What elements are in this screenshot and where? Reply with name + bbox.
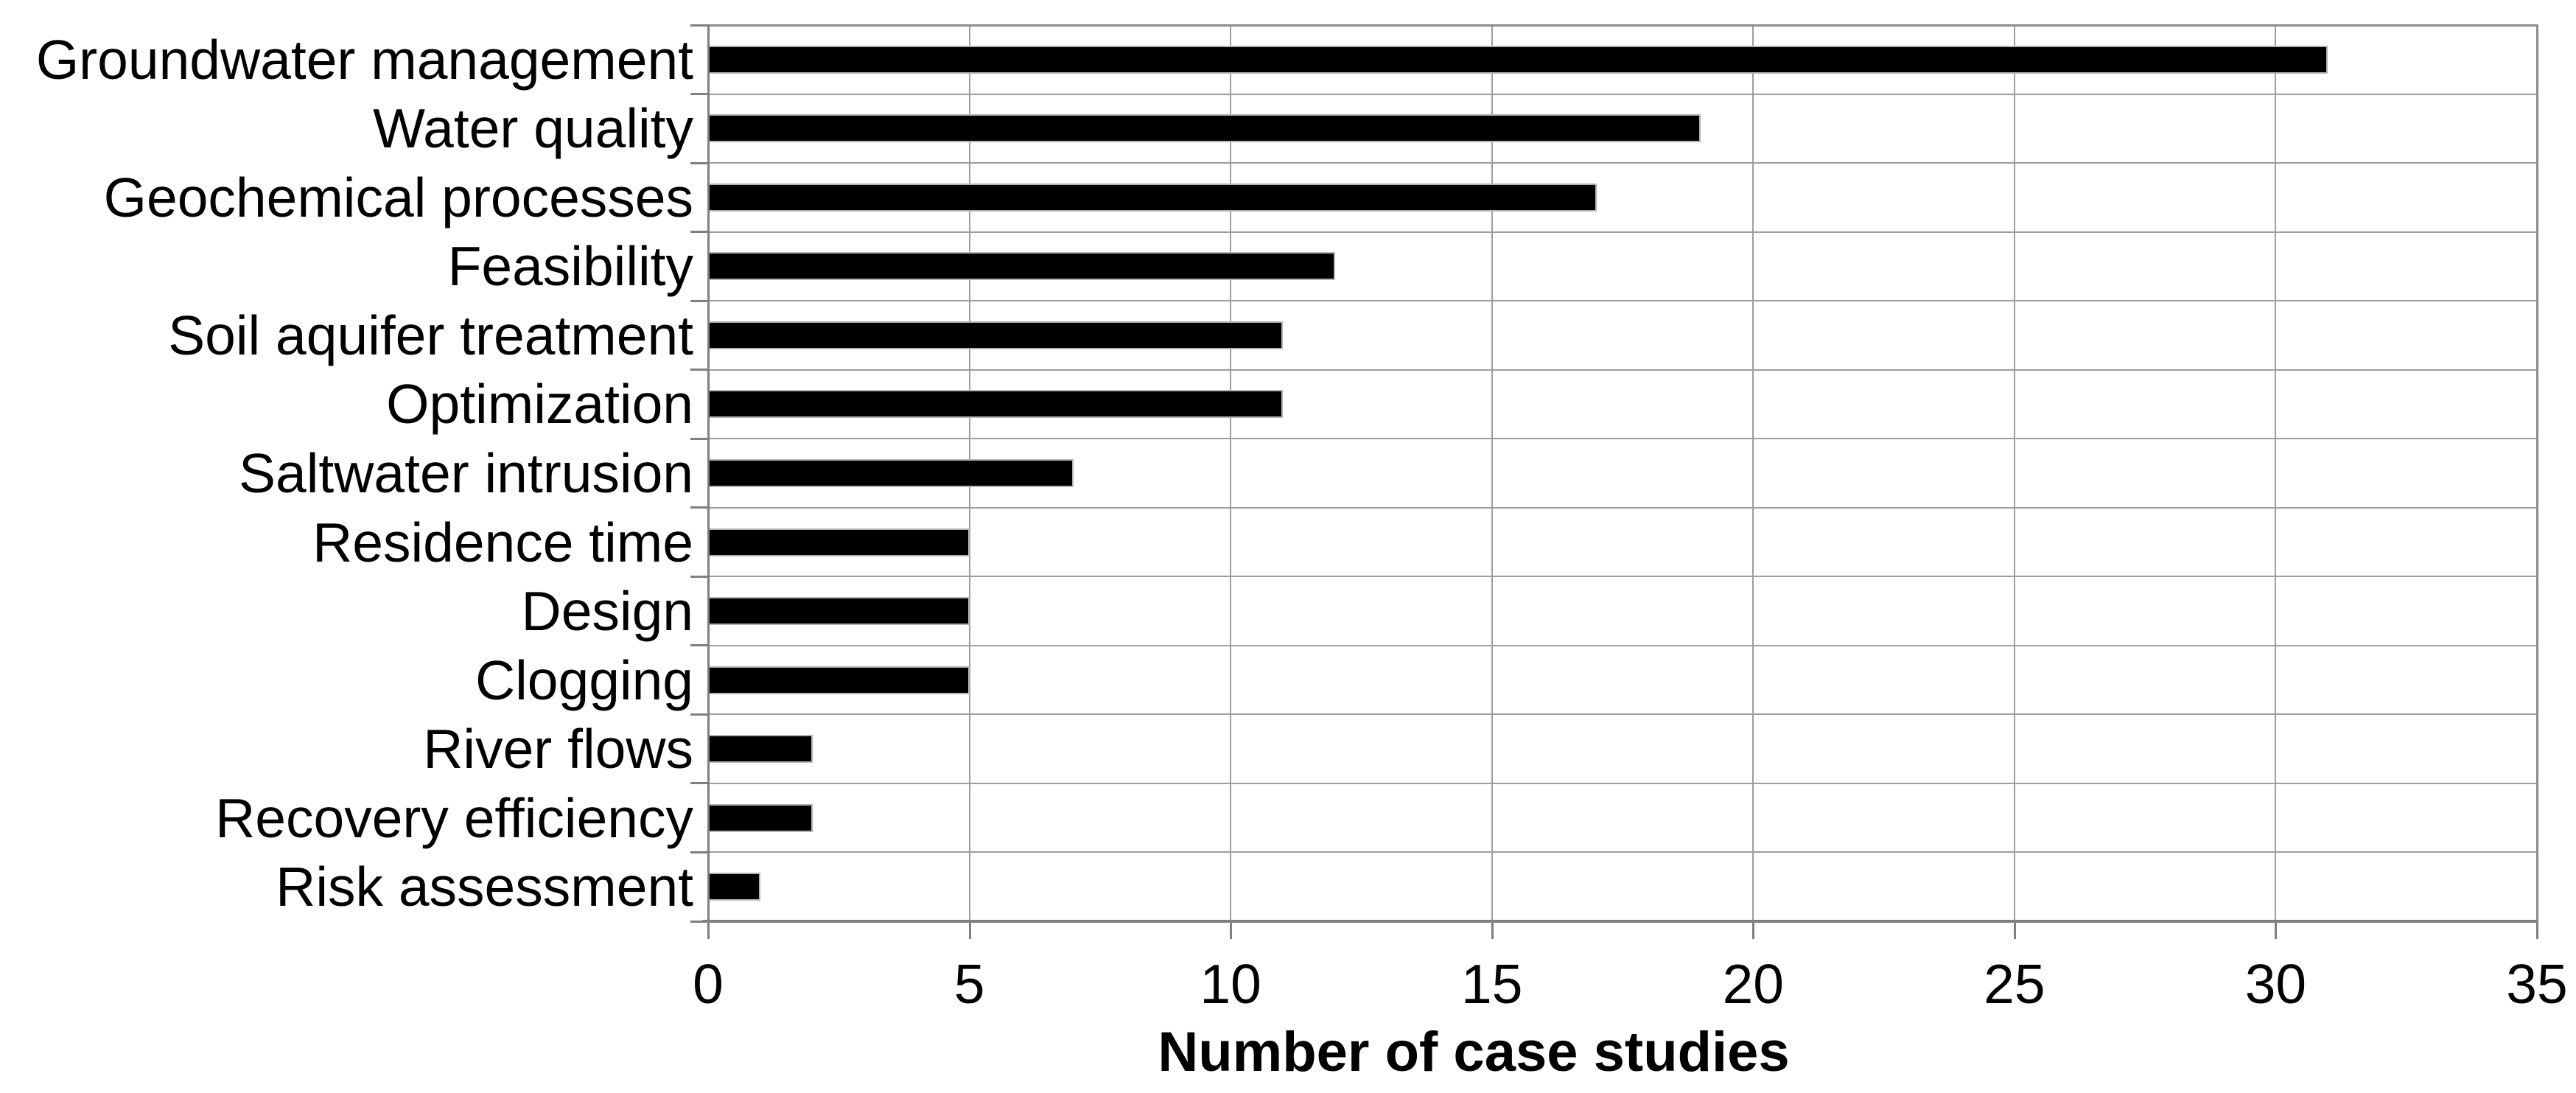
vertical-gridline — [1230, 25, 1232, 921]
bar-saltwater-intrusion — [708, 459, 1074, 487]
category-label: Geochemical processes — [103, 166, 693, 228]
category-axis-line — [707, 24, 710, 939]
plot-right-border — [2535, 25, 2538, 921]
horizontal-gridline — [708, 93, 2537, 95]
bar-soil-aquifer-treatment — [708, 321, 1284, 349]
x-axis-tick-label: 5 — [953, 953, 985, 1015]
category-label: Soil aquifer treatment — [168, 304, 693, 366]
bar-water-quality — [708, 114, 1701, 143]
x-axis-tick-label: 15 — [1460, 953, 1523, 1015]
horizontal-gridline — [708, 851, 2537, 853]
category-axis-tick — [690, 437, 708, 440]
category-axis-tick — [690, 575, 708, 578]
category-axis-tick — [690, 299, 708, 302]
category-axis-tick — [690, 24, 708, 27]
x-axis-tick-label: 25 — [1984, 953, 2045, 1015]
x-axis-tick-label: 30 — [2244, 953, 2307, 1015]
category-label: Design — [521, 580, 693, 643]
bar-recovery-efficiency — [708, 803, 813, 832]
horizontal-gridline — [708, 576, 2537, 578]
category-label: Recovery efficiency — [215, 786, 693, 849]
category-axis-tick — [690, 713, 708, 716]
vertical-gridline — [2275, 25, 2277, 921]
horizontal-gridline — [708, 300, 2537, 302]
category-axis-tick — [690, 782, 708, 785]
x-axis-tick-label: 20 — [1722, 953, 1784, 1015]
category-axis-tick — [690, 161, 708, 164]
bar-geochemical-processes — [708, 183, 1597, 212]
horizontal-gridline — [708, 506, 2537, 509]
category-axis-tick — [690, 920, 708, 923]
x-axis-tick — [2275, 921, 2278, 939]
bar-clogging — [708, 666, 970, 694]
bar-river-flows — [708, 735, 813, 764]
category-axis-tick — [690, 231, 708, 234]
bar-design — [708, 597, 970, 626]
bar-groundwater-management — [708, 45, 2328, 74]
x-axis-title: Number of case studies — [1158, 1021, 1790, 1083]
category-label: Clogging — [475, 649, 693, 711]
category-axis-tick — [690, 93, 708, 96]
x-axis-tick — [2013, 921, 2016, 939]
category-axis-tick — [690, 644, 708, 647]
plot-top-border — [708, 24, 2538, 27]
horizontal-gridline — [708, 713, 2537, 716]
value-axis-line — [702, 920, 2538, 923]
category-label: Water quality — [373, 97, 693, 160]
x-axis-tick-label: 35 — [2506, 953, 2568, 1015]
vertical-gridline — [1491, 25, 1493, 921]
x-axis-tick — [2536, 921, 2538, 939]
vertical-gridline — [2013, 25, 2015, 921]
category-label: River flows — [423, 718, 693, 781]
horizontal-gridline — [708, 782, 2537, 784]
bar-residence-time — [708, 528, 970, 556]
horizontal-gridline — [708, 644, 2537, 646]
horizontal-gridline — [708, 369, 2537, 371]
x-axis-tick — [1752, 921, 1755, 939]
category-label: Feasibility — [447, 235, 693, 298]
horizontal-gridline — [708, 162, 2537, 164]
x-axis-tick-label: 0 — [693, 953, 724, 1015]
vertical-gridline — [1752, 25, 1754, 921]
x-axis-tick — [1491, 921, 1494, 939]
bar-optimization — [708, 390, 1284, 419]
horizontal-gridline — [708, 231, 2537, 233]
bar-feasibility — [708, 252, 1335, 281]
x-axis-tick — [1230, 921, 1233, 939]
category-axis-tick — [690, 506, 708, 509]
category-label: Risk assessment — [276, 856, 693, 918]
category-label: Groundwater management — [35, 28, 693, 91]
category-label: Optimization — [386, 373, 693, 436]
x-axis-tick — [968, 921, 971, 939]
category-label: Saltwater intrusion — [239, 442, 693, 504]
x-axis-tick-label: 10 — [1200, 953, 1261, 1015]
category-axis-tick — [690, 851, 708, 853]
bar-risk-assessment — [708, 873, 760, 901]
horizontal-gridline — [708, 438, 2537, 440]
category-axis-tick — [690, 369, 708, 371]
category-label: Residence time — [312, 511, 693, 573]
